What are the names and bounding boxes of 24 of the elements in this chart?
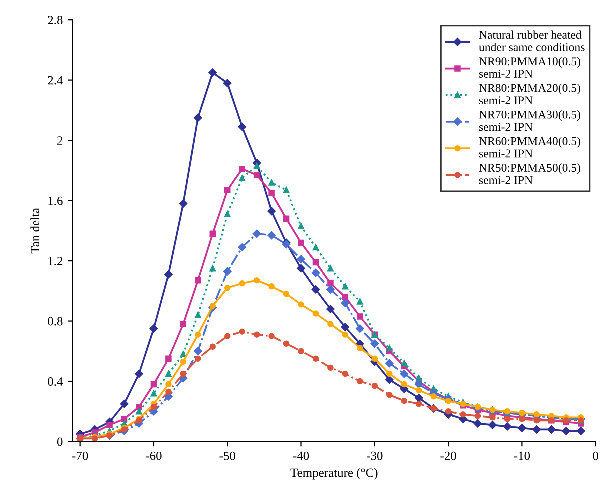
x-tick-label: -30 <box>367 452 383 460</box>
y-tick-label: 2.4 <box>48 76 64 85</box>
x-tick-label: -70 <box>72 452 88 460</box>
y-tick-label: 1.6 <box>48 196 63 206</box>
legend-label: NR50:PMMA50(0.5) semi-2 IPN <box>479 164 580 184</box>
x-axis-title: Temperature (°C) <box>290 468 378 480</box>
y-tick-label: 2.8 <box>48 16 63 25</box>
legend-label: NR80:PMMA20(0.5) semi-2 IPN <box>479 84 580 105</box>
y-tick-label: 0 <box>57 438 63 446</box>
legend-label: Natural rubber heated under same conditions <box>479 30 585 52</box>
x-tick-label: -20 <box>440 452 456 460</box>
legend-label: NR70:PMMA30(0.5) semi-2 IPN <box>479 110 580 132</box>
x-tick-label: -10 <box>514 452 530 460</box>
y-tick-label: 1.2 <box>48 257 63 266</box>
x-tick-label: -50 <box>220 452 236 460</box>
legend-label: NR60:PMMA40(0.5) semi-2 IPN <box>479 137 580 158</box>
y-tick-label: 0.4 <box>48 378 64 386</box>
y-tick-label: 2 <box>58 136 63 145</box>
x-tick-label: 0 <box>593 452 598 460</box>
y-axis-title: Tan delta <box>30 208 40 254</box>
x-tick-label: -40 <box>293 452 310 460</box>
x-tick-label: -60 <box>146 452 162 460</box>
legend-label: NR90:PMMA10(0.5) semi-2 IPN <box>479 57 580 78</box>
y-tick-label: 0.8 <box>48 317 63 326</box>
